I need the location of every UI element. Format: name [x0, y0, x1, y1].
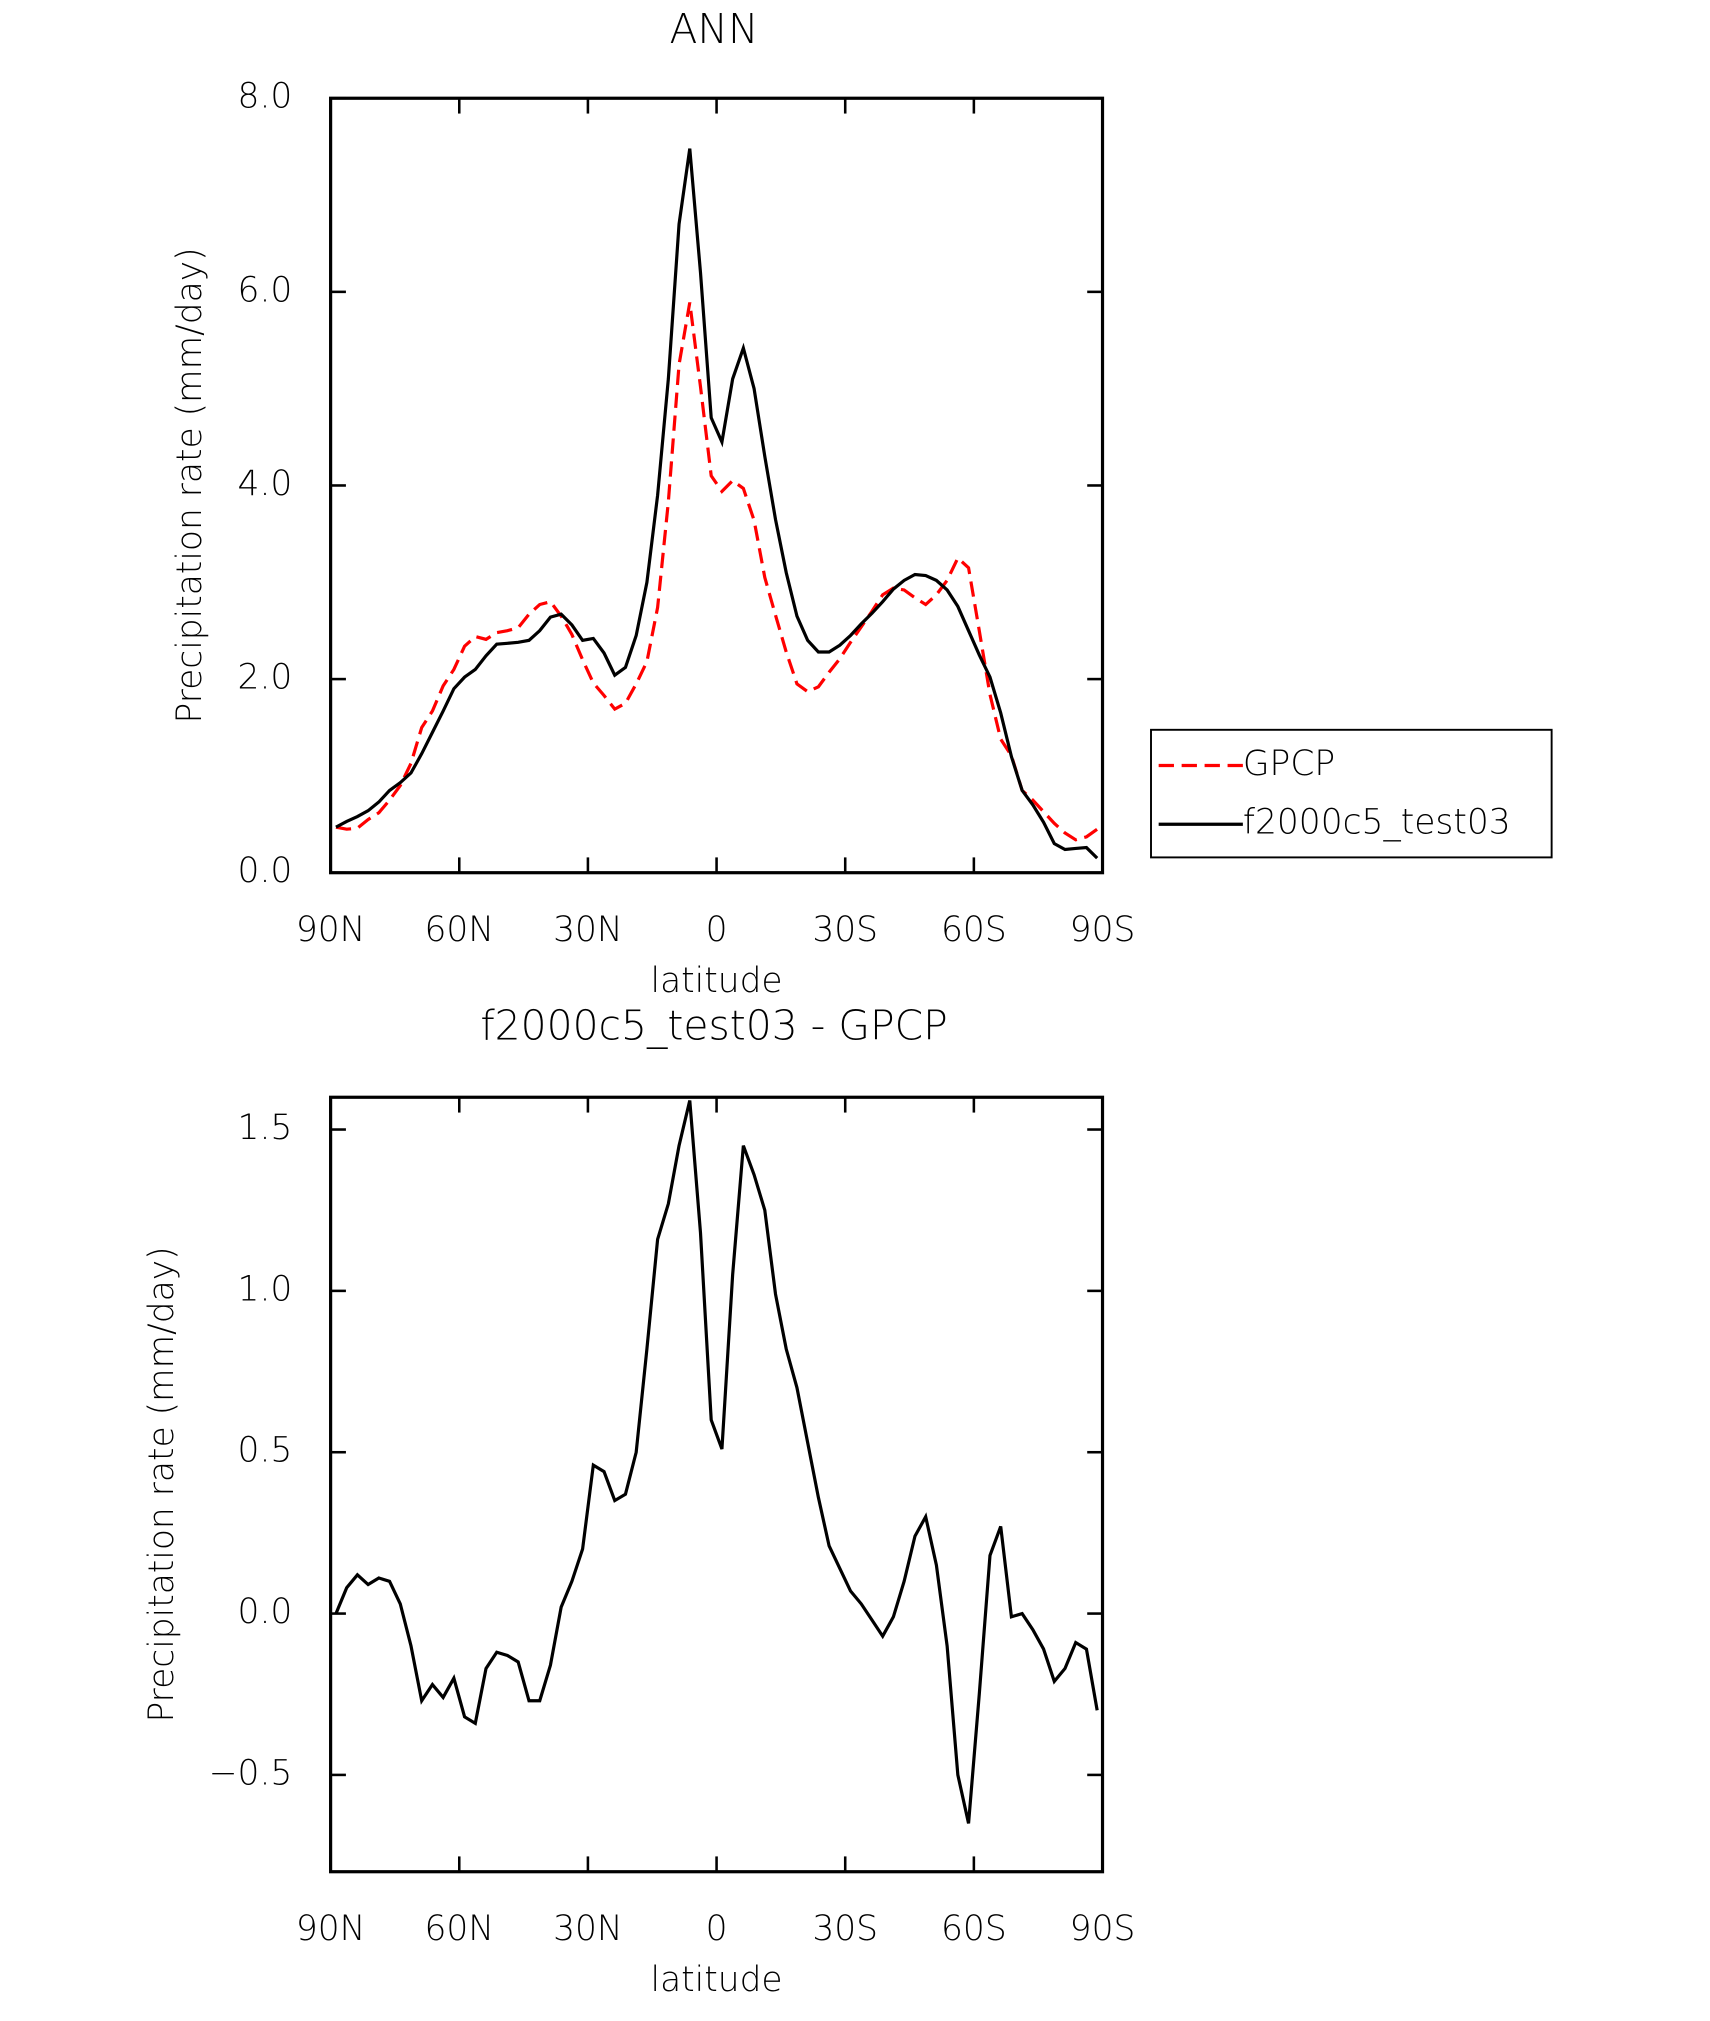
data-line: [335, 148, 1099, 860]
legend-box: [1150, 728, 1553, 859]
data-line: [334, 1100, 1099, 1824]
y-tick-label: 1.0: [238, 1269, 293, 1309]
x-tick-label: 0: [706, 1909, 728, 1949]
y-tick-label: 4.0: [238, 464, 293, 504]
x-tick-label: 90N: [296, 1909, 366, 1949]
y-tick-label: 1.5: [238, 1108, 293, 1148]
plot-frame: [329, 96, 1105, 875]
legend-label: GPCP: [1243, 744, 1335, 784]
legend-label: f2000c5_test03: [1243, 803, 1511, 843]
chart-title: ANN: [670, 5, 759, 53]
x-tick-label: 30S: [812, 1909, 878, 1949]
x-tick-label: 60N: [424, 1909, 494, 1949]
x-axis-label: latitude: [651, 961, 783, 1001]
x-tick-label: 0: [706, 910, 728, 950]
y-tick-label: 8.0: [238, 77, 293, 117]
x-tick-label: 30N: [553, 910, 623, 950]
x-tick-label: 30N: [553, 1909, 623, 1949]
data-line: [335, 302, 1099, 842]
y-axis-label: Precipitation rate (mm/day): [170, 247, 210, 723]
y-axis-label: Precipitation rate (mm/day): [142, 1246, 182, 1722]
y-tick-label: −0.5: [209, 1753, 293, 1793]
x-tick-label: 60S: [941, 1909, 1007, 1949]
y-tick-label: 0.0: [238, 851, 293, 891]
x-tick-label: 90N: [296, 910, 366, 950]
plot-frame: [329, 1095, 1105, 1874]
x-axis-label: latitude: [651, 1960, 783, 2000]
x-tick-label: 60S: [941, 910, 1007, 950]
x-tick-label: 90S: [1070, 1909, 1136, 1949]
x-tick-label: 30S: [812, 910, 878, 950]
y-tick-label: 0.5: [238, 1431, 293, 1471]
y-tick-label: 2.0: [238, 658, 293, 698]
y-tick-label: 6.0: [238, 270, 293, 310]
x-tick-label: 90S: [1070, 910, 1136, 950]
y-tick-label: 0.0: [238, 1592, 293, 1632]
chart-title: f2000c5_test03 - GPCP: [480, 1001, 947, 1049]
x-tick-label: 60N: [424, 910, 494, 950]
